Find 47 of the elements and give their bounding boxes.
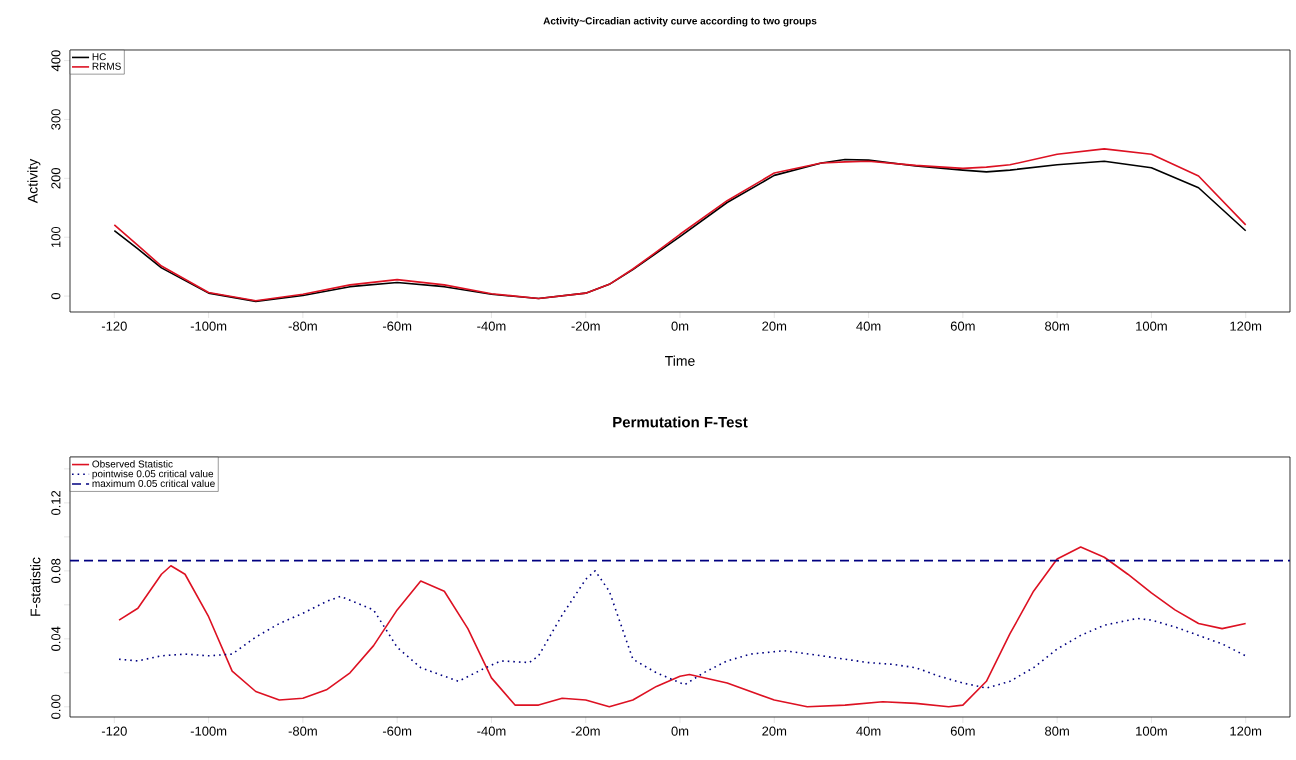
x-tick-label: 100m bbox=[1136, 726, 1167, 736]
x-tick-label: 120m bbox=[1230, 321, 1262, 331]
x-tick-label: -80m bbox=[288, 726, 317, 736]
y-axis-title: F-statistic bbox=[30, 557, 41, 616]
x-tick-label: -100m bbox=[190, 321, 227, 331]
x-tick-label: 120m bbox=[1230, 726, 1262, 736]
x-tick-label: -60m bbox=[382, 726, 412, 736]
x-axis-title: Time bbox=[665, 355, 695, 366]
x-tick-label: -60m bbox=[382, 321, 412, 331]
legend-label: Observed Statistic bbox=[92, 460, 173, 468]
x-tick-label: 20m bbox=[762, 726, 787, 736]
y-tick-label: 0.04 bbox=[51, 626, 61, 651]
y-tick-label: 0.12 bbox=[51, 490, 61, 516]
legend-label: RRMS bbox=[92, 62, 121, 70]
y-tick-label: 0.08 bbox=[51, 558, 61, 583]
x-tick-label: 0m bbox=[671, 726, 689, 736]
x-tick-label: -20m bbox=[571, 726, 600, 736]
y-tick-label: 300 bbox=[51, 109, 61, 130]
x-tick-label: 60m bbox=[950, 321, 975, 331]
x-tick-label: -100m bbox=[190, 726, 227, 736]
chart-title: Permutation F-Test bbox=[613, 416, 748, 428]
y-tick-label: 200 bbox=[51, 168, 61, 189]
x-tick-label: 40m bbox=[856, 726, 881, 736]
legend-label: pointwise 0.05 critical value bbox=[92, 469, 214, 480]
y-tick-label: 400 bbox=[51, 50, 61, 72]
y-axis-title: Activity bbox=[27, 158, 41, 204]
x-tick-label: 60m bbox=[950, 726, 975, 736]
x-tick-label: 40m bbox=[856, 321, 881, 331]
chart-title: Activity~Circadian activity curve according to two groups bbox=[543, 17, 817, 27]
x-tick-label: 0m bbox=[671, 321, 689, 331]
line-series bbox=[118, 546, 1247, 708]
x-tick-label: -40m bbox=[477, 726, 506, 736]
line-series bbox=[118, 570, 1247, 689]
legend-label: maximum 0.05 critical value bbox=[92, 479, 215, 488]
x-tick-label: -20m bbox=[571, 321, 600, 331]
x-tick-label: -40m bbox=[477, 321, 506, 331]
y-tick-label: 0.00 bbox=[51, 694, 61, 719]
y-tick-label: 100 bbox=[51, 226, 61, 248]
x-tick-label: 80m bbox=[1045, 726, 1069, 736]
x-tick-label: -120 bbox=[101, 726, 127, 736]
x-tick-label: -80m bbox=[288, 321, 317, 331]
y-tick-label: 0 bbox=[51, 292, 61, 300]
x-tick-label: -120 bbox=[101, 321, 127, 331]
x-tick-label: 100m bbox=[1136, 321, 1167, 331]
x-tick-label: 20m bbox=[762, 321, 787, 331]
legend-label: HC bbox=[92, 53, 106, 61]
x-tick-label: 80m bbox=[1045, 321, 1069, 331]
